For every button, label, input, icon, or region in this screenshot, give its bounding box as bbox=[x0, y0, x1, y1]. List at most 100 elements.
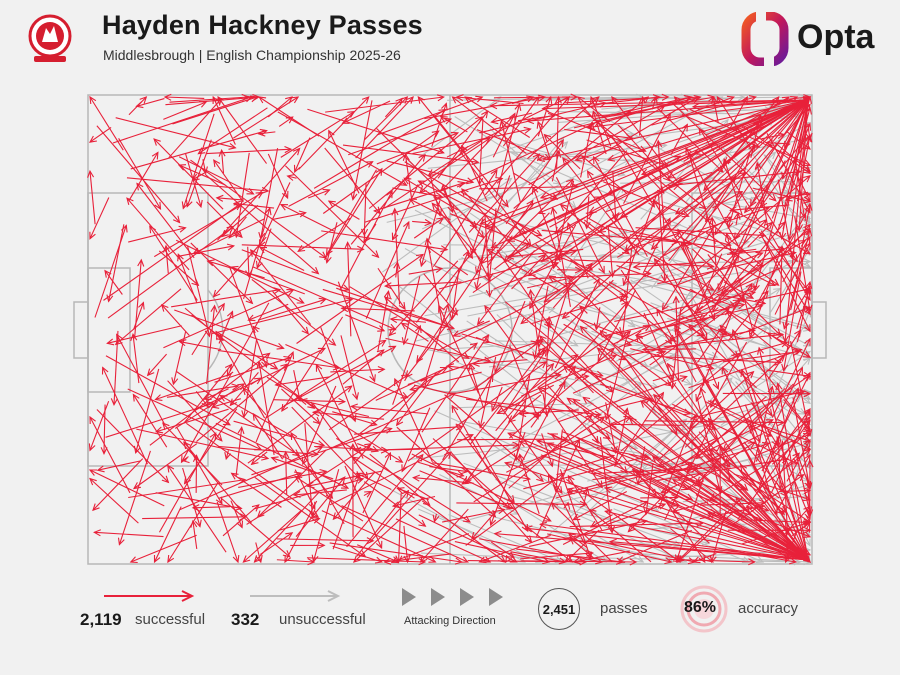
successful-pass-arrow bbox=[230, 265, 305, 295]
successful-pass-arrow bbox=[267, 153, 289, 200]
successful-pass-arrow bbox=[251, 427, 393, 476]
successful-pass-arrow bbox=[191, 302, 225, 356]
successful-pass-arrow bbox=[325, 94, 445, 113]
successful-count: 2,119 bbox=[80, 610, 122, 629]
successful-pass-arrow bbox=[162, 244, 170, 274]
successful-pass-arrow bbox=[589, 514, 613, 528]
successful-pass-arrow bbox=[698, 431, 731, 468]
successful-pass-arrow bbox=[176, 243, 236, 258]
successful-pass-arrow bbox=[408, 265, 444, 275]
successful-pass-arrow bbox=[439, 115, 468, 133]
successful-pass-arrow bbox=[400, 322, 429, 342]
successful-pass-arrow bbox=[599, 437, 615, 534]
successful-pass-arrow bbox=[215, 194, 244, 202]
successful-pass-arrow bbox=[452, 320, 490, 337]
accuracy-target-icon bbox=[680, 585, 728, 633]
successful-pass-arrow bbox=[107, 225, 235, 319]
successful-pass-arrow bbox=[537, 279, 614, 357]
unsuccessful-arrow-icon bbox=[250, 590, 341, 602]
successful-pass-arrow bbox=[363, 490, 373, 498]
successful-pass-arrow bbox=[142, 513, 248, 521]
successful-pass-arrow bbox=[238, 468, 328, 488]
successful-pass-arrow bbox=[186, 245, 212, 338]
successful-pass-arrow bbox=[454, 541, 551, 565]
successful-pass-arrow bbox=[451, 372, 562, 395]
successful-pass-arrow bbox=[174, 383, 246, 429]
successful-pass-arrow bbox=[94, 224, 128, 318]
successful-pass-arrow bbox=[323, 167, 383, 261]
successful-pass-arrow bbox=[576, 436, 694, 501]
successful-pass-arrow bbox=[446, 96, 571, 158]
successful-pass-arrow bbox=[739, 463, 809, 561]
successful-pass-arrow bbox=[537, 99, 809, 215]
successful-pass-arrow bbox=[272, 210, 307, 220]
successful-pass-arrow bbox=[224, 450, 232, 461]
successful-pass-arrow bbox=[220, 204, 259, 238]
successful-pass-arrow bbox=[475, 175, 511, 275]
successful-pass-arrow bbox=[376, 95, 484, 136]
successful-pass-arrow bbox=[178, 156, 255, 195]
successful-pass-arrow bbox=[412, 219, 433, 227]
successful-pass-arrow bbox=[259, 532, 294, 555]
successful-pass-arrow bbox=[543, 99, 809, 303]
successful-pass-arrow bbox=[721, 366, 809, 561]
successful-pass-arrow bbox=[652, 340, 789, 382]
successful-pass-arrow bbox=[96, 409, 170, 484]
successful-pass-arrow bbox=[204, 173, 320, 275]
successful-pass-arrow bbox=[679, 218, 768, 314]
unsuccessful-pass-arrow bbox=[500, 138, 627, 177]
unsuccessful-pass-arrow bbox=[763, 154, 811, 224]
opta-wordmark: Opta bbox=[797, 18, 875, 56]
successful-pass-arrow bbox=[89, 415, 131, 494]
successful-pass-arrow bbox=[363, 481, 427, 527]
successful-pass-arrow bbox=[246, 443, 373, 525]
successful-pass-arrow bbox=[488, 178, 574, 263]
successful-pass-arrow bbox=[588, 427, 599, 445]
successful-pass-arrow bbox=[388, 260, 459, 337]
successful-pass-arrow bbox=[307, 108, 445, 155]
successful-pass-arrow bbox=[650, 99, 809, 250]
successful-pass-arrow bbox=[614, 407, 630, 467]
successful-pass-arrow bbox=[165, 93, 261, 106]
successful-pass-arrow bbox=[356, 489, 410, 557]
successful-pass-arrow bbox=[132, 393, 168, 448]
successful-pass-arrow bbox=[416, 224, 495, 323]
successful-pass-arrow bbox=[218, 445, 319, 458]
successful-pass-arrow bbox=[179, 446, 324, 511]
successful-pass-arrow bbox=[258, 246, 305, 271]
successful-pass-arrow bbox=[299, 398, 370, 418]
successful-pass-arrow bbox=[154, 408, 229, 434]
unsuccessful-pass-arrow bbox=[543, 253, 607, 298]
successful-pass-arrow bbox=[619, 96, 650, 120]
successful-passes bbox=[87, 93, 814, 566]
successful-pass-arrow bbox=[704, 99, 809, 223]
successful-pass-arrow bbox=[565, 93, 670, 104]
successful-pass-arrow bbox=[537, 387, 809, 561]
successful-pass-arrow bbox=[396, 426, 497, 518]
successful-pass-arrow bbox=[251, 278, 337, 346]
successful-pass-arrow bbox=[547, 533, 673, 565]
successful-pass-arrow bbox=[786, 99, 809, 241]
successful-pass-arrow bbox=[795, 99, 809, 232]
successful-pass-arrow bbox=[160, 303, 190, 336]
successful-pass-arrow bbox=[393, 260, 401, 278]
successful-pass-arrow bbox=[432, 113, 509, 208]
successful-pass-arrow bbox=[712, 190, 744, 209]
unsuccessful-pass-arrow bbox=[382, 177, 513, 273]
successful-pass-arrow bbox=[395, 492, 403, 564]
successful-pass-arrow bbox=[432, 513, 440, 523]
successful-pass-arrow bbox=[563, 501, 571, 510]
successful-pass-arrow bbox=[451, 404, 491, 475]
successful-pass-arrow bbox=[547, 275, 588, 300]
successful-pass-arrow bbox=[413, 384, 542, 418]
successful-pass-arrow bbox=[676, 239, 807, 318]
successful-pass-arrow bbox=[212, 297, 354, 335]
successful-pass-arrow bbox=[786, 452, 801, 467]
successful-pass-arrow bbox=[391, 495, 436, 509]
successful-pass-arrow bbox=[242, 509, 303, 563]
successful-pass-arrow bbox=[770, 233, 811, 301]
unsuccessful-pass-arrow bbox=[495, 478, 688, 563]
successful-pass-arrow bbox=[182, 467, 202, 528]
successful-pass-arrow bbox=[579, 325, 809, 561]
